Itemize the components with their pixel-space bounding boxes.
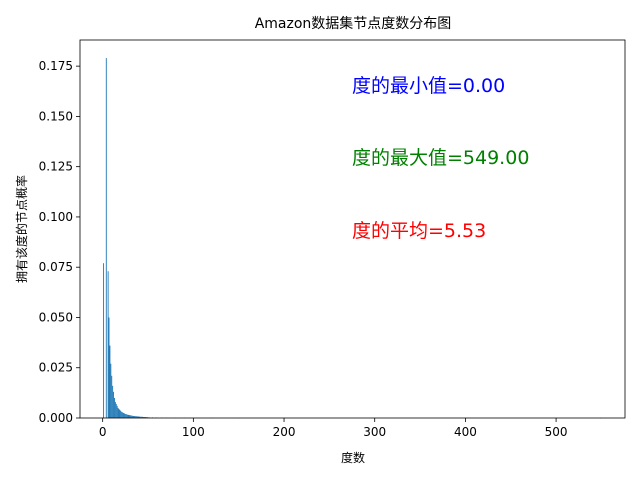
bar-degree-19 [119, 409, 121, 418]
bar-degree-17 [117, 407, 119, 418]
bar-degree-13 [114, 397, 115, 418]
y-axis: 0.000 0.025 0.050 0.075 0.100 0.125 0.150 0.175 [39, 59, 80, 425]
x-tick-label: 300 [363, 425, 386, 439]
bar-degree-15 [115, 403, 117, 418]
y-tick-label: 0.025 [39, 361, 73, 375]
bar-degree-32 [131, 415, 133, 418]
y-tick-label: 0.125 [39, 160, 73, 174]
bar-degree-44 [142, 416, 144, 418]
bar-degree-34 [133, 415, 134, 418]
bar-degree-35 [133, 415, 135, 418]
bar-degree-24 [123, 413, 125, 418]
bar-degree-31 [130, 415, 132, 418]
bar-degree-36 [134, 416, 136, 418]
bar-degree-27 [126, 414, 128, 418]
x-axis: 0 100 200 300 400 500 [99, 418, 568, 439]
bar-degree-12 [113, 391, 115, 418]
bar-degree-14 [114, 401, 116, 418]
bar-degree-41 [139, 416, 141, 418]
x-tick-label: 100 [182, 425, 205, 439]
bar-degree-9 [110, 363, 112, 418]
bar-degree-50 [147, 417, 149, 418]
x-tick-label: 200 [273, 425, 296, 439]
bar-degree-10 [111, 375, 113, 418]
x-tick-label: 500 [545, 425, 568, 439]
annotation-avg-degree: 度的平均=5.53 [352, 220, 486, 242]
x-tick-label: 400 [454, 425, 477, 439]
bar-degree-7 [108, 317, 110, 418]
bar-degree-16 [116, 405, 118, 418]
bar-degree-47 [144, 416, 146, 418]
bar-degree-48 [145, 417, 147, 418]
x-tick-label: 0 [99, 425, 107, 439]
bar-degree-42 [140, 416, 142, 418]
bar-degree-8 [109, 345, 111, 418]
bar-degree-33 [132, 415, 134, 418]
bar-degree-28 [127, 414, 129, 418]
bar-degree-6 [107, 271, 109, 418]
bar-degree-37 [135, 416, 137, 418]
bar-degree-40 [138, 416, 140, 418]
bar-degree-22 [122, 412, 124, 418]
bar-degree-43 [141, 416, 143, 418]
y-tick-label: 0.175 [39, 59, 73, 73]
bar-degree-45 [143, 416, 144, 418]
y-tick-label: 0.050 [39, 310, 73, 324]
bar-degree-20 [120, 410, 122, 418]
bar-degree-21 [121, 411, 123, 418]
y-tick-label: 0.100 [39, 210, 73, 224]
bars-group [103, 58, 601, 419]
y-tick-label: 0.000 [39, 411, 73, 425]
bar-degree-46 [143, 416, 145, 418]
annotation-min-degree: 度的最小值=0.00 [352, 75, 505, 97]
x-axis-title: 度数 [341, 450, 365, 465]
chart-title: Amazon数据集节点度数分布图 [255, 15, 452, 32]
y-tick-label: 0.075 [39, 260, 73, 274]
annotation-max-degree: 度的最大值=549.00 [352, 147, 529, 169]
bar-degree-39 [137, 416, 139, 418]
bar-degree-49 [146, 417, 148, 418]
plot-frame [79, 39, 626, 419]
bar-degree-29 [128, 414, 130, 418]
bar-degree-38 [136, 416, 138, 418]
y-tick-label: 0.150 [39, 109, 73, 123]
bar-degree-11 [112, 385, 114, 418]
y-axis-title: 拥有该度的节点概率 [14, 175, 29, 283]
bar-degree-23 [123, 412, 124, 418]
bar-degree-4 [105, 58, 107, 419]
bar-degree-1 [103, 263, 105, 418]
bar-degree-18 [118, 408, 120, 418]
bar-degree-26 [125, 414, 127, 418]
bar-degree-25 [124, 413, 126, 418]
plot-area [80, 40, 625, 418]
bar-degree-30 [129, 415, 131, 418]
